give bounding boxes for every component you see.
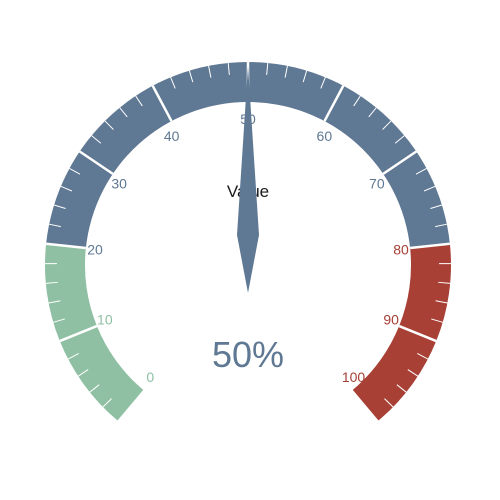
gauge-minor-tick bbox=[430, 204, 443, 209]
gauge-minor-tick bbox=[320, 77, 326, 89]
gauge-minor-tick bbox=[368, 107, 377, 118]
gauge-minor-tick bbox=[266, 62, 269, 75]
gauge-minor-tick bbox=[382, 120, 392, 130]
gauge-needle bbox=[237, 66, 259, 293]
gauge-minor-tick bbox=[69, 168, 81, 175]
gauge-band-2 bbox=[352, 243, 451, 421]
gauge-minor-tick bbox=[353, 95, 361, 107]
gauge-minor-tick bbox=[415, 168, 427, 175]
gauge-major-tick bbox=[151, 85, 173, 122]
gauge-minor-tick bbox=[89, 384, 100, 393]
gauge-minor-tick bbox=[45, 281, 58, 284]
gauge-minor-tick bbox=[48, 300, 61, 304]
gauge-minor-tick bbox=[396, 384, 407, 393]
gauge-tick-label: 0 bbox=[146, 369, 154, 385]
gauge-minor-tick bbox=[394, 135, 405, 144]
gauge-minor-tick bbox=[417, 353, 429, 360]
gauge-ticks bbox=[45, 62, 451, 408]
gauge-needle-shape bbox=[237, 66, 259, 293]
gauge-tick-labels: 0102030405060708090100 bbox=[87, 111, 409, 385]
gauge-band-1 bbox=[46, 61, 450, 248]
gauge-minor-tick bbox=[67, 353, 79, 360]
gauge-major-tick bbox=[45, 242, 87, 250]
gauge-minor-tick bbox=[435, 300, 448, 304]
gauge-major-tick bbox=[59, 324, 98, 343]
gauge-minor-tick bbox=[302, 70, 308, 83]
gauge-minor-tick bbox=[407, 369, 419, 377]
gauge-minor-tick bbox=[208, 65, 212, 78]
gauge-minor-tick bbox=[135, 95, 143, 107]
gauge-major-tick bbox=[398, 324, 437, 343]
gauge-tick-label: 80 bbox=[393, 242, 409, 258]
gauge-minor-tick bbox=[49, 223, 62, 228]
gauge-minor-tick bbox=[438, 281, 451, 284]
gauge-tick-label: 60 bbox=[317, 128, 333, 144]
gauge-band-0 bbox=[44, 243, 144, 421]
gauge-major-tick bbox=[382, 150, 417, 175]
gauge-tick-label: 40 bbox=[164, 128, 180, 144]
gauge-tick-label: 90 bbox=[383, 312, 399, 328]
gauge-minor-tick bbox=[384, 398, 394, 408]
gauge-minor-tick bbox=[423, 185, 436, 192]
gauge-minor-tick bbox=[170, 77, 176, 89]
gauge-major-tick bbox=[79, 150, 114, 175]
gauge-bands bbox=[44, 61, 451, 421]
gauge-minor-tick bbox=[91, 135, 102, 144]
gauge-value-readout: 50% bbox=[212, 334, 284, 375]
gauge-minor-tick bbox=[102, 398, 112, 408]
gauge-major-tick bbox=[323, 85, 345, 122]
gauge-tick-label: 10 bbox=[97, 312, 113, 328]
gauge-minor-tick bbox=[431, 318, 443, 323]
gauge-minor-tick bbox=[227, 62, 230, 75]
gauge-minor-tick bbox=[284, 65, 288, 78]
gauge-minor-tick bbox=[188, 70, 194, 83]
gauge-tick-label: 20 bbox=[87, 242, 103, 258]
gauge-tick-label: 70 bbox=[369, 175, 385, 191]
gauge-tick-label: 100 bbox=[342, 369, 366, 385]
gauge-minor-tick bbox=[77, 369, 89, 377]
gauge-minor-tick bbox=[53, 318, 65, 323]
gauge-major-tick bbox=[409, 242, 451, 250]
gauge-minor-tick bbox=[104, 120, 114, 130]
gauge-minor-tick bbox=[434, 223, 447, 228]
gauge-minor-tick bbox=[53, 204, 66, 209]
gauge-minor-tick bbox=[119, 107, 128, 118]
gauge-minor-tick bbox=[60, 185, 73, 192]
gauge-tick-label: 30 bbox=[111, 175, 127, 191]
